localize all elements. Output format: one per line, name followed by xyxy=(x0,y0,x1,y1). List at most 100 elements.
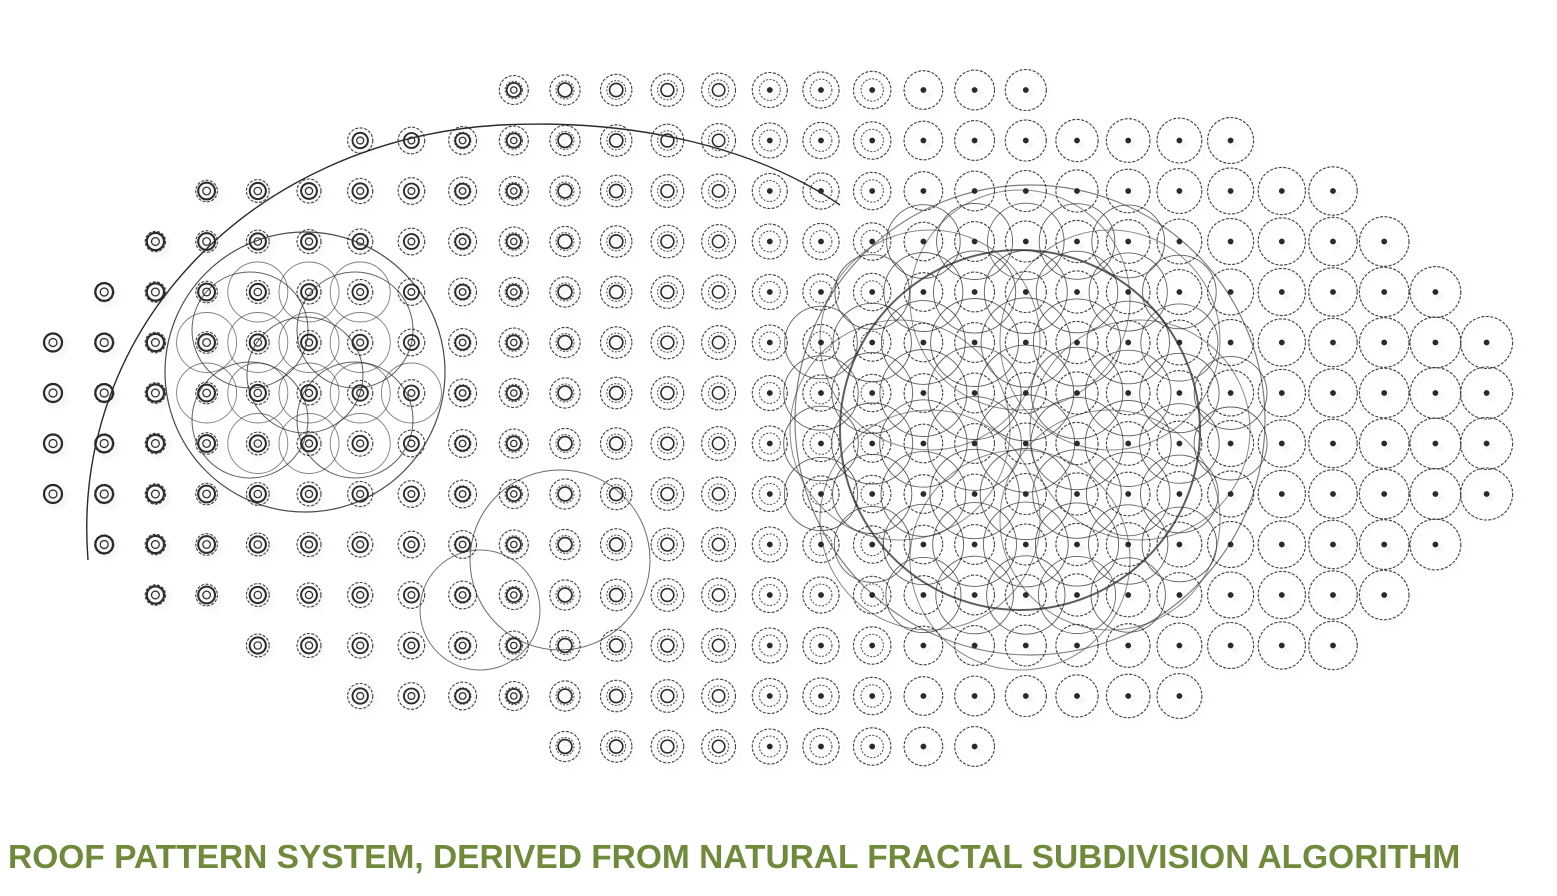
ring-outer xyxy=(1207,571,1255,619)
ring-middle xyxy=(657,180,678,202)
ring-outer xyxy=(903,726,944,767)
cluster-ring xyxy=(882,503,965,586)
ring-outer xyxy=(1358,317,1410,368)
ring-outer xyxy=(903,373,944,413)
ring-middle xyxy=(504,282,523,302)
subdivision-circle-right xyxy=(999,229,1221,451)
ring-outer xyxy=(1055,472,1099,516)
center-dot xyxy=(766,188,773,194)
ring-core xyxy=(509,187,518,195)
ring-outer xyxy=(954,675,996,717)
ring-core xyxy=(99,337,109,348)
cluster-ring xyxy=(834,254,910,330)
cluster-ring xyxy=(1139,403,1220,484)
cluster-ring xyxy=(278,312,340,373)
center-dot xyxy=(1432,440,1439,447)
ring-inner xyxy=(94,383,115,403)
ring-outer xyxy=(347,682,374,710)
center-dot xyxy=(1278,390,1285,396)
ring-inner xyxy=(505,233,522,250)
ring-outer xyxy=(1105,421,1151,466)
ring-middle xyxy=(758,382,781,404)
ring-middle xyxy=(453,232,472,251)
center-dot xyxy=(1022,390,1029,396)
pattern-shadow-layer xyxy=(42,68,1514,767)
ring-outer xyxy=(448,328,478,357)
center-dot xyxy=(1125,693,1132,699)
ring-inner xyxy=(505,587,522,603)
ring-outer xyxy=(498,125,529,156)
ring-core xyxy=(253,338,263,347)
center-dot xyxy=(1227,188,1234,194)
ring-core xyxy=(253,439,263,448)
ring-outer xyxy=(954,120,996,161)
ring-inner xyxy=(300,333,318,352)
ring-inner xyxy=(454,233,471,250)
ring-inner xyxy=(711,234,726,249)
ring-middle xyxy=(504,333,523,352)
center-dot xyxy=(1330,491,1336,497)
ring-outer xyxy=(1105,522,1151,567)
ring-outer xyxy=(549,680,581,712)
ring-middle xyxy=(758,180,781,202)
ring-outer xyxy=(347,278,374,306)
ring-core xyxy=(253,388,263,398)
ring-outer xyxy=(1004,523,1047,566)
cluster-ring xyxy=(227,362,289,424)
ring-outer xyxy=(903,625,944,666)
cluster-ring xyxy=(1035,250,1119,334)
center-dot xyxy=(920,491,927,497)
ring-outer xyxy=(852,373,892,413)
ring-outer xyxy=(296,531,322,558)
ring-inner xyxy=(248,181,267,201)
ring-core xyxy=(304,237,314,246)
ring-middle xyxy=(606,484,627,504)
ring-middle xyxy=(657,584,678,606)
center-dot xyxy=(818,491,824,497)
center-dot xyxy=(971,693,978,699)
ring-outer xyxy=(1004,169,1047,213)
ring-inner xyxy=(248,484,267,504)
ring-inner xyxy=(145,534,166,555)
ring-middle xyxy=(453,434,472,453)
ring-inner xyxy=(660,486,675,502)
ring-middle xyxy=(809,583,833,607)
ring-core xyxy=(458,591,467,599)
center-dot xyxy=(766,693,773,699)
ring-middle xyxy=(657,281,678,303)
ring-inner xyxy=(402,182,420,200)
ring-core xyxy=(356,186,365,196)
ring-middle xyxy=(555,181,575,201)
ring-outer xyxy=(245,229,270,254)
ring-core xyxy=(99,388,109,398)
ring-middle xyxy=(504,636,523,655)
ring-middle xyxy=(555,585,575,605)
ring-core xyxy=(99,489,109,499)
ring-outer xyxy=(802,525,840,564)
ring-inner xyxy=(94,332,115,353)
ring-middle xyxy=(606,635,627,656)
ring-inner xyxy=(557,587,573,603)
ring-outer xyxy=(954,170,996,212)
cluster-ring xyxy=(1030,396,1124,491)
ring-outer xyxy=(1358,519,1410,570)
ring-outer xyxy=(701,527,737,562)
cluster-ring xyxy=(933,250,1017,334)
ring-inner xyxy=(351,586,369,604)
ring-outer xyxy=(1308,469,1358,519)
ring-middle xyxy=(555,434,575,453)
ring-outer xyxy=(1055,573,1099,617)
cluster-ring xyxy=(930,298,1020,387)
ring-inner xyxy=(351,485,369,503)
ring-middle xyxy=(555,232,575,251)
ring-outer xyxy=(1409,266,1462,318)
ring-core xyxy=(407,540,416,549)
ring-middle xyxy=(657,332,678,353)
ring-outer xyxy=(448,479,478,509)
ring-middle xyxy=(758,79,781,101)
ring-outer xyxy=(1156,269,1203,315)
ring-outer xyxy=(1257,570,1306,620)
ring-middle xyxy=(453,687,472,705)
ring-inner xyxy=(711,638,726,653)
ring-outer xyxy=(1308,216,1358,267)
